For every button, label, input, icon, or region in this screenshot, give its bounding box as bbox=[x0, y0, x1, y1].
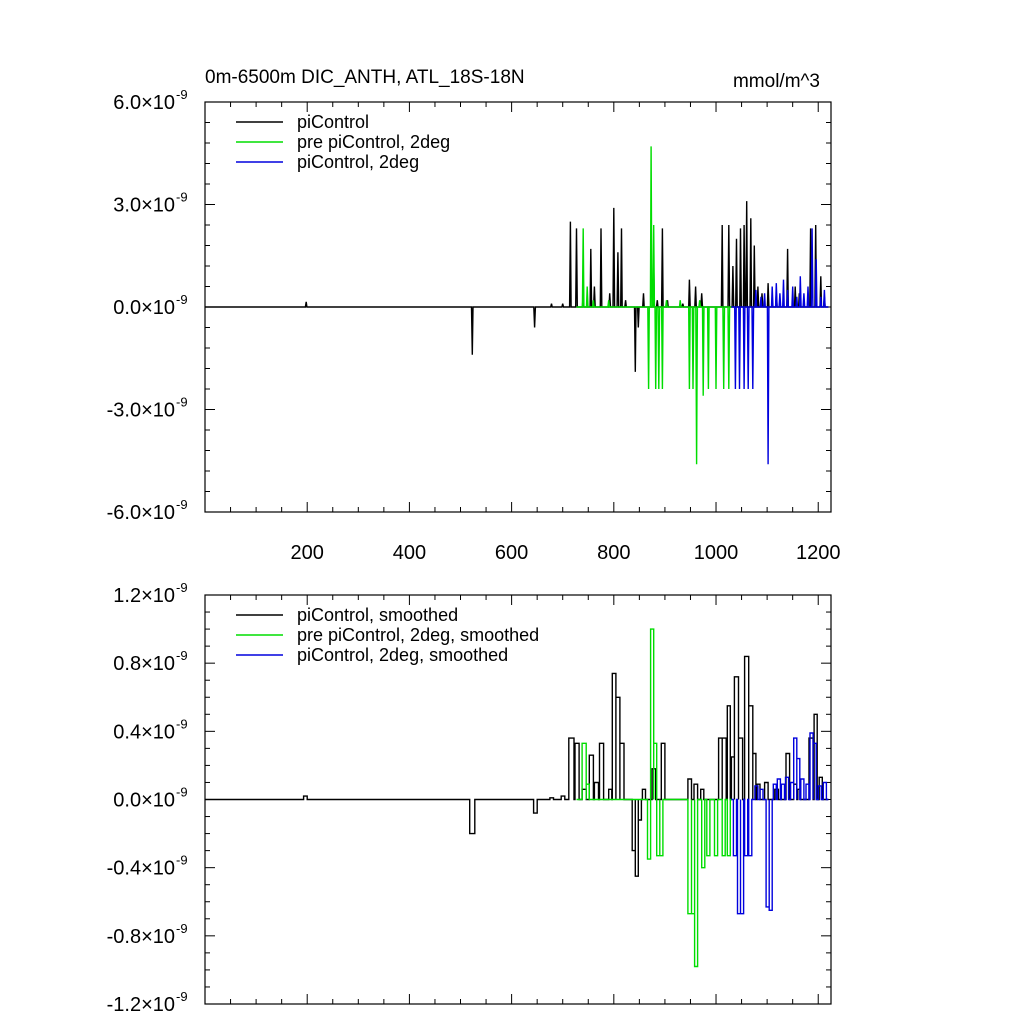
legend-label: pre piControl, 2deg bbox=[297, 132, 450, 152]
legend-label: pre piControl, 2deg, smoothed bbox=[297, 625, 539, 645]
x-tick-label: 200 bbox=[291, 542, 324, 564]
x-tick-label: 600 bbox=[495, 542, 528, 564]
top-y-tick-labels: -6.0×10 -9-3.0×10 -90.0×10 -93.0×10 -96.0×10… bbox=[107, 87, 188, 524]
y-tick-exponent: -9 bbox=[176, 853, 188, 868]
y-tick-exponent: -9 bbox=[176, 921, 188, 936]
y-tick-label: -6.0×10 bbox=[107, 502, 175, 524]
top-series-lines bbox=[205, 146, 829, 465]
y-tick-exponent: -9 bbox=[176, 190, 188, 205]
y-tick-label: -1.2×10 bbox=[107, 994, 175, 1016]
x-tick-label: 1000 bbox=[694, 542, 739, 564]
y-tick-label: -0.8×10 bbox=[107, 926, 175, 948]
y-tick-exponent: -9 bbox=[176, 497, 188, 512]
bottom-series-line-2 bbox=[576, 628, 732, 968]
y-tick-label: 3.0×10 bbox=[113, 195, 175, 217]
y-tick-exponent: -9 bbox=[176, 87, 188, 102]
top-plot-frame bbox=[204, 101, 832, 513]
bottom-series-lines bbox=[205, 628, 829, 968]
top-chart-units: mmol/m^3 bbox=[733, 71, 820, 92]
y-tick-label: 1.2×10 bbox=[113, 585, 175, 607]
y-tick-exponent: -9 bbox=[176, 716, 188, 731]
top-x-tick-labels: 200 400 600 800 1000 1200 bbox=[291, 542, 841, 564]
bottom-ticks bbox=[205, 594, 831, 1005]
y-tick-label: -0.4×10 bbox=[107, 858, 175, 880]
y-tick-label: -3.0×10 bbox=[107, 400, 175, 422]
bottom-plot-frame bbox=[204, 594, 832, 1005]
y-tick-exponent: -9 bbox=[176, 580, 188, 595]
x-tick-label: 800 bbox=[597, 542, 630, 564]
bottom-y-tick-labels: -1.2×10 -9-0.8×10 -9-0.4×10 -90.0×10 -90.4×1… bbox=[107, 580, 188, 1016]
top-series-line-3 bbox=[731, 228, 829, 465]
y-tick-exponent: -9 bbox=[176, 648, 188, 663]
legend-label: piControl bbox=[297, 112, 369, 132]
y-tick-label: 0.4×10 bbox=[113, 721, 175, 743]
top-series-line-2 bbox=[576, 146, 732, 465]
y-tick-label: 6.0×10 bbox=[113, 92, 175, 114]
bottom-series-line-3 bbox=[731, 732, 829, 915]
bottom-panel: -1.2×10 -9-0.8×10 -9-0.4×10 -90.0×10 -90.4×1… bbox=[107, 580, 832, 1016]
y-tick-label: 0.0×10 bbox=[113, 790, 175, 812]
y-tick-exponent: -9 bbox=[176, 395, 188, 410]
x-tick-label: 400 bbox=[393, 542, 426, 564]
y-tick-exponent: -9 bbox=[176, 989, 188, 1004]
y-tick-label: 0.0×10 bbox=[113, 297, 175, 319]
x-tick-label: 1200 bbox=[796, 542, 841, 564]
y-tick-exponent: -9 bbox=[176, 292, 188, 307]
legend-label: piControl, 2deg, smoothed bbox=[297, 645, 508, 665]
top-panel: 0m-6500m DIC_ANTH, ATL_18S-18N mmol/m^3 … bbox=[107, 67, 841, 564]
y-tick-exponent: -9 bbox=[176, 785, 188, 800]
legend-label: piControl, 2deg bbox=[297, 152, 419, 172]
bottom-series-line-1 bbox=[205, 655, 829, 877]
top-ticks bbox=[205, 101, 831, 513]
y-tick-label: 0.8×10 bbox=[113, 653, 175, 675]
legend-label: piControl, smoothed bbox=[297, 605, 458, 625]
top-chart-title: 0m-6500m DIC_ANTH, ATL_18S-18N bbox=[205, 67, 525, 88]
